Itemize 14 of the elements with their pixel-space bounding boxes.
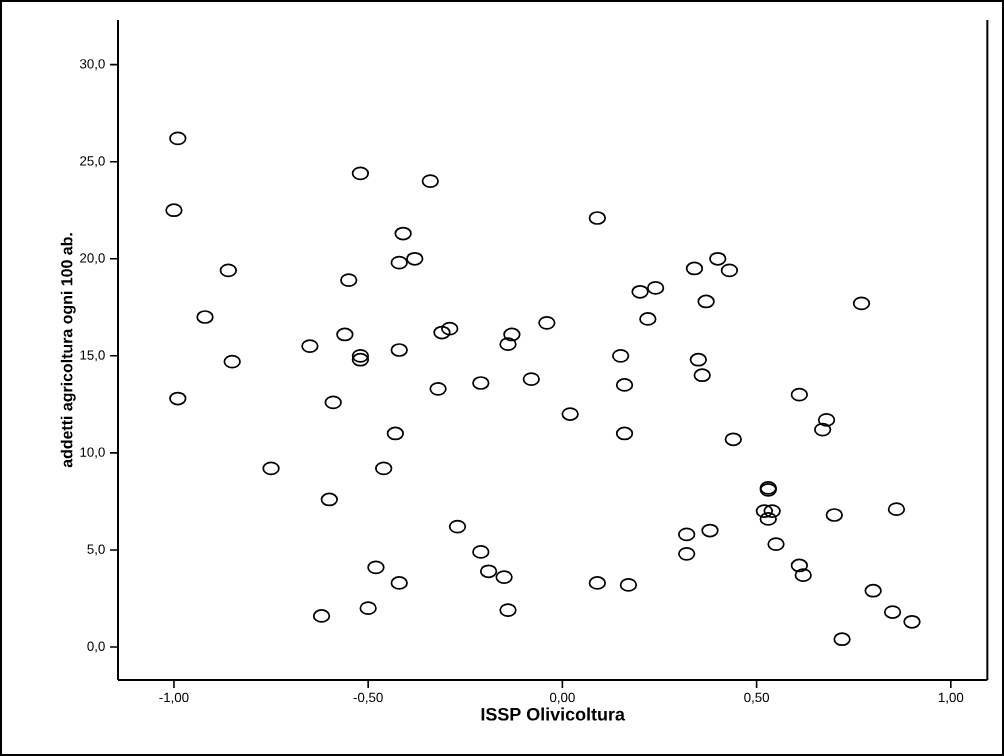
y-tick-label: 25,0 — [80, 156, 105, 168]
x-tick-label: -0,50 — [353, 692, 383, 704]
y-tick-label: 0,0 — [87, 641, 105, 653]
x-tick-label: 1,00 — [938, 692, 964, 704]
x-tick-label: -1,00 — [159, 692, 189, 704]
x-axis-title: ISSP Olivicoltura — [481, 707, 626, 721]
y-tick-label: 20,0 — [80, 253, 105, 265]
x-tick-label: 0,50 — [744, 692, 770, 704]
y-tick-label: 5,0 — [87, 544, 105, 556]
y-axis-title: addetti agricoltura ogni 100 ab. — [60, 233, 76, 468]
y-tick-label: 30,0 — [79, 59, 105, 71]
x-tick-label: 0,00 — [549, 692, 575, 704]
y-tick-label: 10,0 — [80, 447, 105, 459]
y-tick-label: 15,0 — [80, 350, 105, 362]
